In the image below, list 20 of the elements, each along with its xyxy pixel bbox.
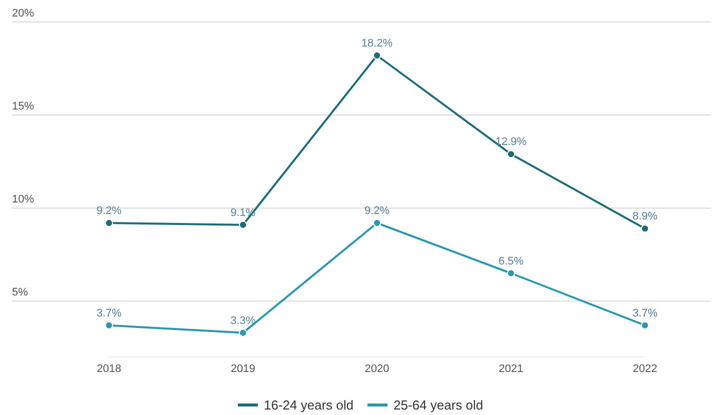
data-label: 3.7% xyxy=(96,307,122,320)
data-label: 9.2% xyxy=(364,205,390,217)
data-label: 8.9% xyxy=(632,210,658,223)
x-tick-label: 2020 xyxy=(364,363,390,376)
data-label: 6.5% xyxy=(498,255,524,268)
data-label: 9.2% xyxy=(96,205,122,217)
y-tick-label: 10% xyxy=(12,194,34,206)
x-tick-label: 2022 xyxy=(632,363,658,376)
data-label: 3.3% xyxy=(230,314,256,327)
legend-label: 25-64 years old xyxy=(394,398,484,412)
y-tick-label: 5% xyxy=(12,286,28,299)
x-tick-label: 2019 xyxy=(230,363,256,376)
data-label: 3.7% xyxy=(632,307,658,320)
y-tick-label: 20% xyxy=(12,8,34,20)
legend-label: 16-24 years old xyxy=(264,398,354,412)
y-tick-label: 15% xyxy=(12,100,34,113)
x-tick-label: 2021 xyxy=(498,363,524,376)
data-label: 12.9% xyxy=(495,136,527,148)
x-tick-label: 2018 xyxy=(96,363,122,376)
data-label: 18.2% xyxy=(361,38,393,50)
